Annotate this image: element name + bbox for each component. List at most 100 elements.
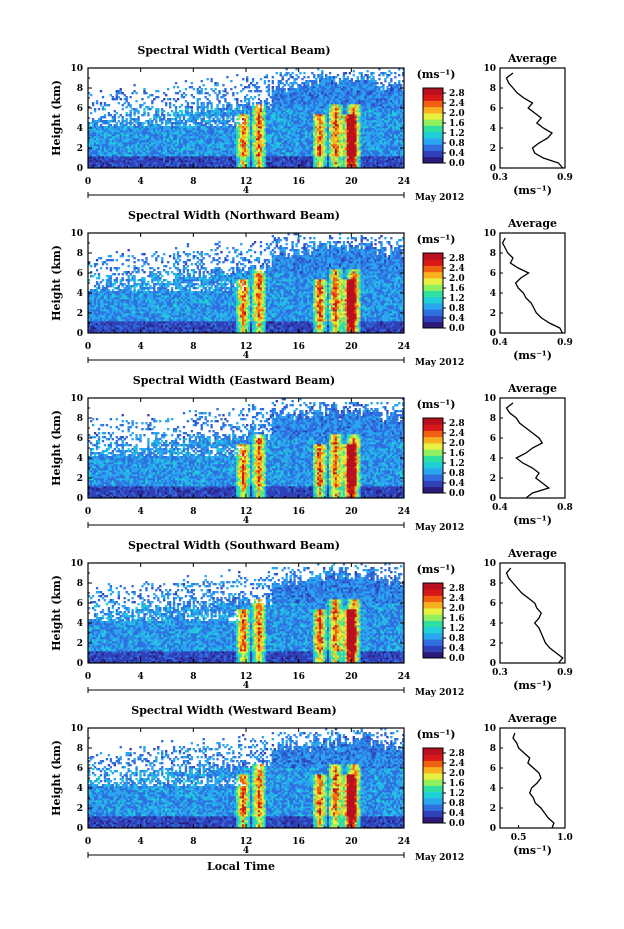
heatmap-cell bbox=[321, 76, 323, 78]
heatmap-cell bbox=[149, 108, 151, 110]
heatmap-cell bbox=[205, 124, 207, 126]
heatmap-cell bbox=[207, 104, 209, 106]
heatmap-cell bbox=[230, 108, 232, 110]
heatmap-cell bbox=[361, 72, 363, 74]
heatmap-cell bbox=[92, 104, 94, 106]
heatmap-cell bbox=[129, 96, 131, 98]
heatmap-cell bbox=[189, 124, 191, 126]
heatmap-cell bbox=[280, 80, 282, 82]
heatmap-cell bbox=[203, 104, 205, 106]
heatmap-cell bbox=[141, 104, 143, 106]
heatmap-cell bbox=[232, 120, 234, 122]
heatmap-cell bbox=[141, 124, 143, 126]
heatmap-cell bbox=[165, 124, 167, 126]
heatmap-cell bbox=[260, 102, 262, 104]
heatmap-cell bbox=[129, 106, 131, 108]
heatmap-cell bbox=[248, 104, 250, 106]
heatmap-cell bbox=[203, 118, 205, 120]
heatmap-cell bbox=[161, 108, 163, 110]
heatmap-cell bbox=[129, 114, 131, 116]
heatmap-cell bbox=[258, 98, 260, 100]
heatmap-cell bbox=[116, 98, 118, 100]
heatmap-cell bbox=[291, 76, 293, 78]
heatmap-cell bbox=[268, 94, 270, 96]
heatmap-cell bbox=[133, 112, 135, 114]
heatmap-cell bbox=[137, 110, 139, 112]
heatmap-cell bbox=[100, 118, 102, 120]
heatmap-cell bbox=[287, 78, 289, 80]
heatmap-cell bbox=[240, 100, 242, 102]
heatmap-cell bbox=[129, 124, 131, 126]
heatmap-cell bbox=[246, 94, 248, 96]
heatmap-cell bbox=[173, 86, 175, 88]
heatmap-cell bbox=[137, 118, 139, 120]
heatmap-cell bbox=[191, 86, 193, 88]
heatmap-cell bbox=[122, 122, 124, 124]
heatmap-cell bbox=[216, 84, 218, 86]
heatmap-cell bbox=[205, 88, 207, 90]
heatmap-cell bbox=[108, 122, 110, 124]
heatmap-cell bbox=[207, 108, 209, 110]
heatmap-cell bbox=[325, 74, 327, 76]
heatmap-cell bbox=[295, 78, 297, 80]
heatmap-cell bbox=[207, 92, 209, 94]
heatmap-cell bbox=[133, 124, 135, 126]
heatmap-cell bbox=[163, 118, 165, 120]
heatmap-cell bbox=[246, 78, 248, 80]
heatmap-cell bbox=[143, 122, 145, 124]
heatmap-cell bbox=[96, 124, 98, 126]
heatmap-cell bbox=[333, 80, 335, 82]
heatmap-cell bbox=[177, 98, 179, 100]
heatmap-cell bbox=[104, 108, 106, 110]
heatmap-cell bbox=[238, 122, 240, 124]
heatmap-cell bbox=[116, 124, 118, 126]
heatmap-cell bbox=[157, 90, 159, 92]
heatmap-cell bbox=[307, 76, 309, 78]
heatmap-cell bbox=[199, 98, 201, 100]
heatmap-cell bbox=[303, 72, 305, 74]
heatmap-cell bbox=[203, 116, 205, 118]
heatmap-cell bbox=[193, 96, 195, 98]
heatmap-cell bbox=[337, 74, 339, 76]
heatmap-cell bbox=[207, 106, 209, 108]
heatmap-cell bbox=[187, 102, 189, 104]
heatmap-cell bbox=[147, 106, 149, 108]
heatmap-cell bbox=[329, 72, 331, 74]
heatmap-cell bbox=[252, 80, 254, 82]
heatmap-cell bbox=[250, 82, 252, 84]
heatmap-cell bbox=[244, 96, 246, 98]
heatmap-cell bbox=[230, 104, 232, 106]
heatmap-cell bbox=[210, 102, 212, 104]
heatmap-cell bbox=[129, 112, 131, 114]
heatmap-cell bbox=[197, 100, 199, 102]
heatmap-cell bbox=[175, 118, 177, 120]
heatmap-cell bbox=[183, 118, 185, 120]
heatmap-cell bbox=[242, 78, 244, 80]
heatmap-cell bbox=[124, 94, 126, 96]
heatmap-cell bbox=[126, 96, 128, 98]
heatmap-cell bbox=[187, 108, 189, 110]
heatmap-cell bbox=[205, 96, 207, 98]
heatmap-cell bbox=[207, 78, 209, 80]
heatmap-cell bbox=[250, 96, 252, 98]
heatmap-cell bbox=[96, 122, 98, 124]
heatmap-cell bbox=[210, 80, 212, 82]
heatmap-cell bbox=[199, 116, 201, 118]
heatmap-cell bbox=[161, 122, 163, 124]
heatmap-cell bbox=[284, 84, 286, 86]
heatmap-cell bbox=[287, 84, 289, 86]
heatmap-cell bbox=[228, 120, 230, 122]
heatmap-cell bbox=[230, 88, 232, 90]
heatmap-cell bbox=[260, 104, 262, 106]
heatmap-cell bbox=[175, 110, 177, 112]
heatmap-cell bbox=[143, 108, 145, 110]
heatmap-cell bbox=[177, 92, 179, 94]
heatmap-cell bbox=[226, 92, 228, 94]
heatmap-cell bbox=[216, 82, 218, 84]
heatmap-cell bbox=[307, 84, 309, 86]
heatmap-cell bbox=[252, 104, 254, 106]
heatmap-cell bbox=[268, 92, 270, 94]
heatmap-cell bbox=[122, 118, 124, 120]
heatmap-cell bbox=[254, 96, 256, 98]
